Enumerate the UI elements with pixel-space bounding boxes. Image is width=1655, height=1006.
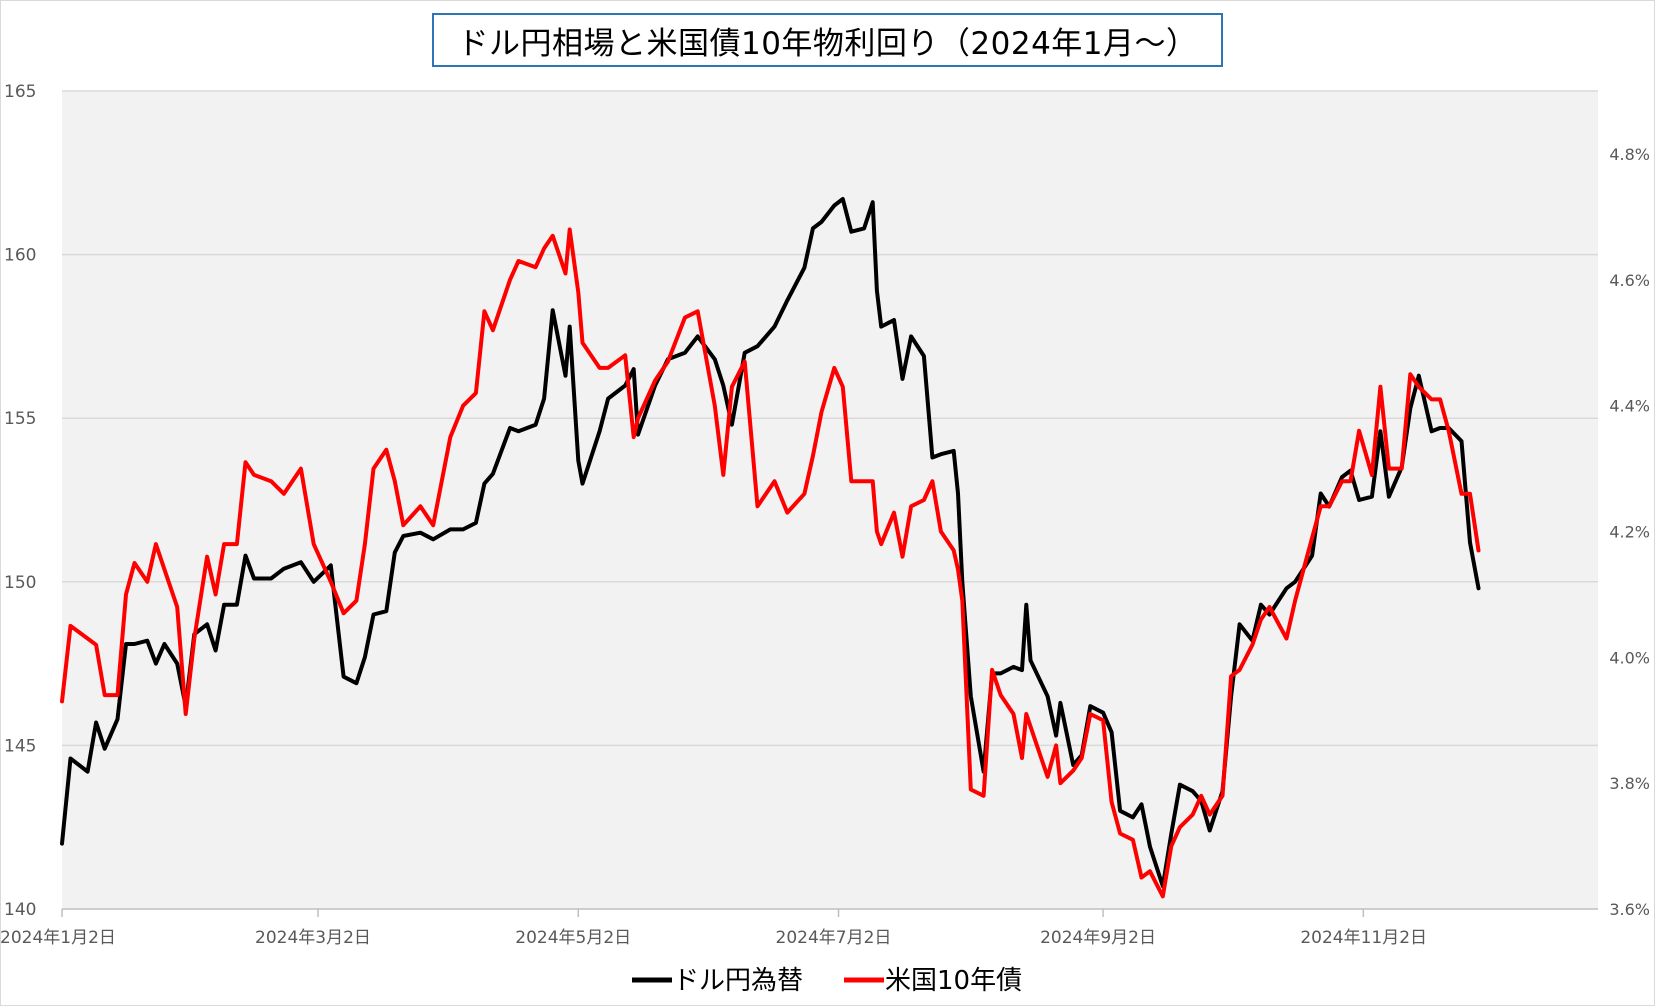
legend: ドル円為替 米国10年債 [632,966,1022,996]
plot-area [62,91,1598,909]
x-tick-label: 2024年3月2日 [255,928,371,948]
left-tick-label: 150 [4,573,36,593]
x-axis: 2024年1月2日 2024年3月2日 2024年5月2日 2024年7月2日 2024… [0,909,1427,948]
right-tick-label: 4.2% [1609,523,1650,542]
left-tick-label: 145 [4,736,36,756]
right-tick-label: 4.8% [1609,145,1650,164]
x-tick-label: 2024年5月2日 [515,928,631,948]
x-tick-label: 2024年9月2日 [1040,928,1156,948]
right-tick-label: 4.4% [1609,397,1650,416]
chart-title: ドル円相場と米国債10年物利回り（2024年1月～） [432,13,1223,67]
right-y-axis: 3.6% 3.8% 4.0% 4.2% 4.4% 4.6% 4.8% [1609,145,1650,919]
x-tick-label: 2024年1月2日 [0,928,116,948]
right-tick-label: 4.6% [1609,271,1650,290]
right-tick-label: 3.6% [1609,900,1650,919]
x-tick-label: 2024年11月2日 [1300,928,1427,948]
right-tick-label: 3.8% [1609,774,1650,793]
left-tick-label: 165 [4,82,36,102]
gridlines [62,90,1598,910]
left-tick-label: 140 [4,900,36,920]
series-layer [60,197,1481,899]
left-tick-label: 160 [4,246,36,266]
series-line-us10y [60,227,1481,899]
left-y-axis: 140 145 150 155 160 165 [4,82,36,920]
left-tick-label: 155 [4,409,36,429]
x-tick-label: 2024年7月2日 [776,928,892,948]
legend-label-us10y: 米国10年債 [885,966,1022,996]
series-line-usdjpy [60,197,1481,889]
right-tick-label: 4.0% [1609,648,1650,667]
legend-label-usdjpy: ドル円為替 [673,966,803,996]
